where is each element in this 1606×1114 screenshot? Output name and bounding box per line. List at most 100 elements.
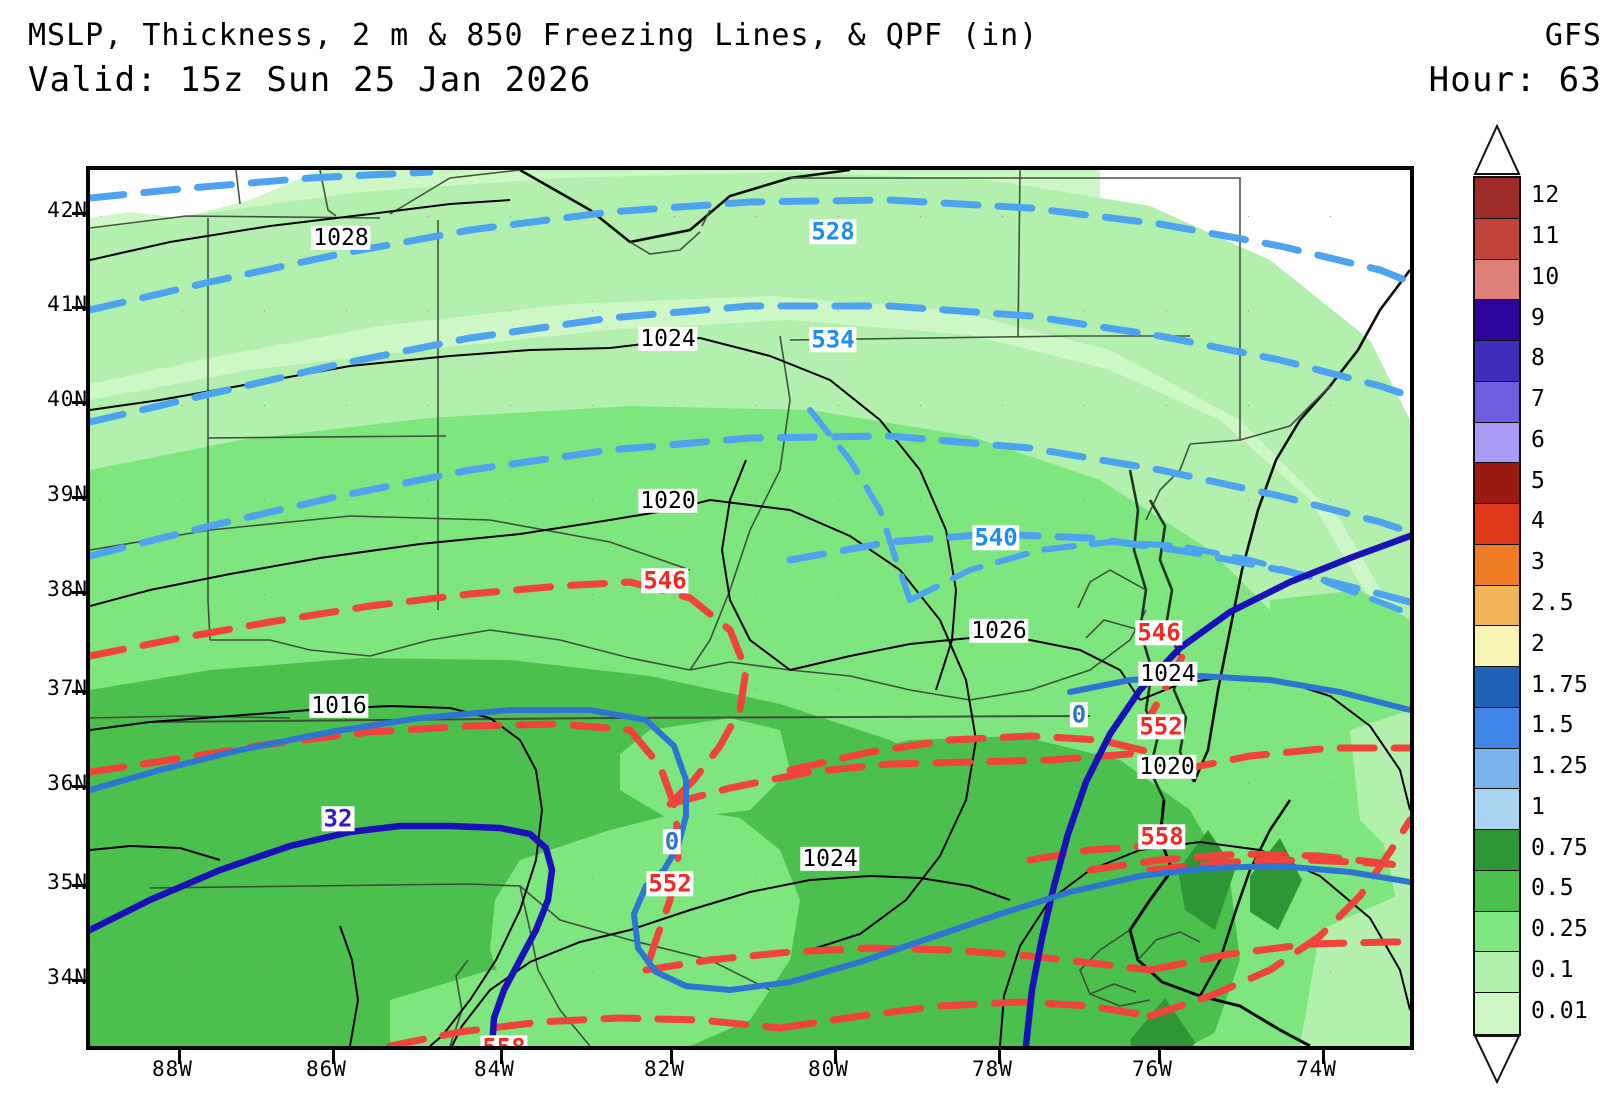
colorbar-cell-1.25[interactable] [1475,748,1519,790]
colorbar-label-1: 1 [1531,793,1546,820]
colorbar-cell-1[interactable] [1475,789,1519,830]
colorbar-cell-1.75[interactable] [1475,667,1519,708]
weather-map-graphic [90,170,1410,1046]
lon-tick-mark [998,1050,1001,1064]
lat-tick-mark [72,979,86,982]
colorbar-cell-11[interactable] [1475,218,1519,260]
colorbar-label-1.5: 1.5 [1531,712,1575,739]
lat-tick-mark [72,690,86,693]
contour-label-mslp-1028: 1028 [311,224,371,251]
lat-tick-label-37: 37N [47,676,88,700]
colorbar-label-0.01: 0.01 [1531,997,1589,1024]
colorbar-label-12: 12 [1531,182,1560,209]
colorbar-cell-3[interactable] [1475,544,1519,586]
contour-label-thickness-warm-552: 552 [646,869,694,898]
colorbar-label-2.5: 2.5 [1531,590,1575,616]
lon-tick-label-78: 78W [972,1057,1013,1081]
contour-label-mslp-1024: 1024 [800,845,860,872]
lat-tick-label-34: 34N [47,965,88,989]
colorbar-cell-0.5[interactable] [1475,870,1519,912]
contour-label-freezing-850-0: 0 [1069,700,1089,729]
lon-tick-label-88: 88W [152,1057,193,1081]
contour-label-mslp-1020: 1020 [638,487,698,514]
colorbar-label-3: 3 [1531,549,1546,576]
lat-tick-mark [72,212,86,215]
lon-tick-mark [500,1050,503,1064]
lon-tick-mark [670,1050,673,1064]
colorbar-cell-0.75[interactable] [1475,830,1519,871]
lat-tick-label-35: 35N [47,870,88,894]
lon-tick-mark [1158,1050,1161,1064]
contour-label-thickness-cold-540: 540 [972,523,1020,552]
colorbar-cell-8[interactable] [1475,341,1519,382]
valid-time-text: Valid: 15z Sun 25 Jan 2026 [28,60,592,100]
contour-label-mslp-1020: 1020 [1137,753,1197,780]
lat-tick-mark [72,401,86,404]
lat-tick-mark [72,591,86,594]
lon-tick-label-74: 74W [1296,1057,1337,1081]
map-panel[interactable]: 1028 1024 1020 1016 1026 1024 1020 1024 528 534 54… [86,166,1414,1050]
lat-tick-label-40: 40N [47,387,88,411]
colorbar-label-6: 6 [1531,426,1546,453]
lat-tick-label-41: 41N [47,292,88,316]
colorbar-cell-0.25[interactable] [1475,911,1519,953]
lat-tick-label-36: 36N [47,771,88,795]
colorbar-label-7: 7 [1531,386,1546,413]
lat-tick-mark [72,306,86,309]
colorbar-top-arrow [1473,124,1521,175]
colorbar-label-8: 8 [1531,345,1546,372]
colorbar-cell-2[interactable] [1475,626,1519,667]
colorbar-cell-2.5[interactable] [1475,585,1519,627]
colorbar-cell-1.5[interactable] [1475,707,1519,749]
lon-tick-label-80: 80W [808,1057,849,1081]
contour-label-thickness-cold-528: 528 [809,217,857,246]
lat-tick-mark [72,496,86,499]
lon-tick-mark [1322,1050,1325,1064]
lon-tick-mark [178,1050,181,1064]
colorbar-label-5: 5 [1531,467,1546,494]
colorbar-cell-6[interactable] [1475,422,1519,464]
contour-label-mslp-1024: 1024 [1138,660,1198,687]
contour-label-thickness-warm-546: 546 [1135,618,1183,647]
colorbar-cell-0.01[interactable] [1475,993,1519,1034]
colorbar-cell-5[interactable] [1475,463,1519,504]
colorbar-bottom-arrow [1473,1036,1521,1084]
lat-tick-mark [72,785,86,788]
qpf-colorbar[interactable] [1473,176,1521,1036]
colorbar-label-9: 9 [1531,304,1546,331]
contour-label-thickness-warm-558: 558 [480,1034,528,1046]
contour-label-mslp-1024: 1024 [638,325,698,352]
lon-tick-label-82: 82W [644,1057,685,1081]
lon-tick-mark [834,1050,837,1064]
colorbar-cell-12[interactable] [1475,178,1519,219]
contour-label-mslp-1026: 1026 [969,617,1029,644]
contour-label-thickness-warm-552: 552 [1137,712,1185,741]
page-title: MSLP, Thickness, 2 m & 850 Freezing Line… [28,18,1039,53]
contour-label-thickness-warm-558: 558 [1138,822,1186,851]
colorbar-label-1.75: 1.75 [1531,671,1589,698]
contour-label-freezing-2m-32: 32 [321,804,355,833]
lon-tick-label-86: 86W [306,1057,347,1081]
colorbar-label-0.75: 0.75 [1531,834,1589,861]
colorbar-label-0.1: 0.1 [1531,956,1575,983]
lon-tick-label-76: 76W [1132,1057,1173,1081]
lat-tick-mark [72,884,86,887]
contour-label-thickness-cold-534: 534 [809,325,857,354]
colorbar-cell-10[interactable] [1475,259,1519,301]
lat-tick-label-38: 38N [47,577,88,601]
colorbar-label-0.25: 0.25 [1531,916,1589,943]
colorbar-label-11: 11 [1531,223,1560,250]
colorbar-cell-7[interactable] [1475,381,1519,423]
colorbar-cell-9[interactable] [1475,300,1519,341]
forecast-hour-text: Hour: 63 [1428,60,1602,100]
colorbar-cell-4[interactable] [1475,504,1519,545]
header: MSLP, Thickness, 2 m & 850 Freezing Line… [0,0,1606,120]
lat-tick-label-42: 42N [47,198,88,222]
colorbar-cell-0.1[interactable] [1475,952,1519,993]
colorbar-label-2: 2 [1531,630,1546,657]
lat-tick-label-39: 39N [47,482,88,506]
contour-label-thickness-warm-546: 546 [641,566,689,595]
colorbar-label-1.25: 1.25 [1531,753,1589,780]
colorbar-label-10: 10 [1531,263,1560,290]
contour-label-mslp-1016: 1016 [309,692,369,719]
